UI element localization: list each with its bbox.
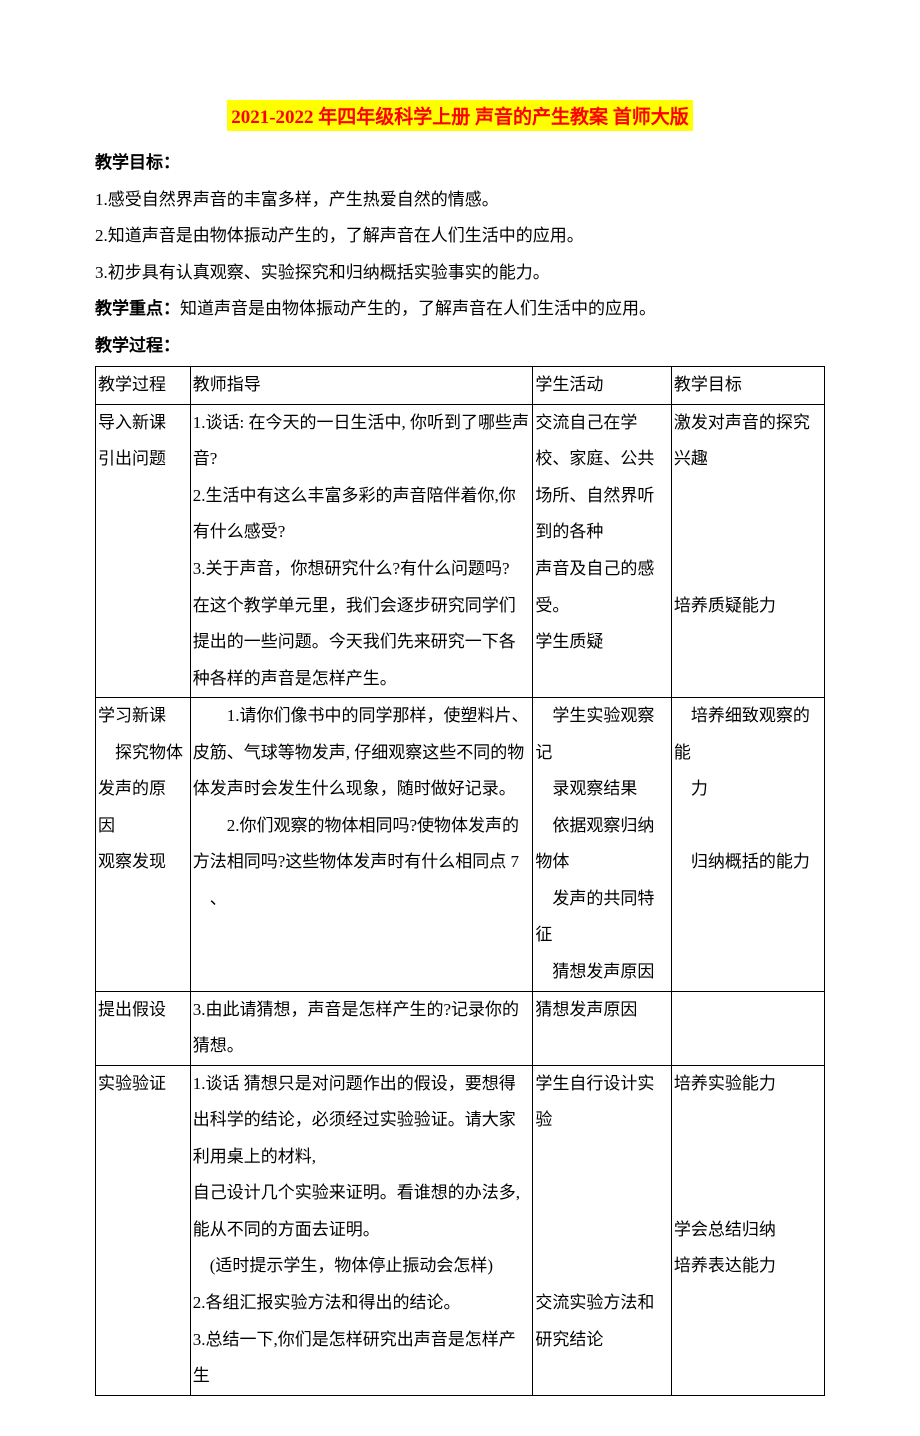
objective-1: 1.感受自然界声音的丰富多样，产生热爱自然的情感。: [95, 182, 825, 219]
objectives-label: 教学目标：: [95, 153, 180, 172]
cell-goal: 培养细致观察的能 力 归纳概括的能力: [671, 698, 824, 991]
header-guidance: 教师指导: [190, 367, 533, 405]
objective-2: 2.知道声音是由物体振动产生的，了解声音在人们生活中的应用。: [95, 218, 825, 255]
lesson-table: 教学过程 教师指导 学生活动 教学目标 导入新课引出问题 1.谈话: 在今天的一…: [95, 366, 825, 1395]
document-page: 2021-2022 年四年级科学上册 声音的产生教案 首师大版 教学目标： 1.…: [0, 0, 920, 1436]
cell-process: 提出假设: [96, 991, 191, 1065]
process-section: 教学过程：: [95, 328, 825, 365]
keypoint-text: 知道声音是由物体振动产生的，了解声音在人们生活中的应用。: [180, 299, 656, 318]
document-title: 2021-2022 年四年级科学上册 声音的产生教案 首师大版: [227, 100, 693, 131]
keypoint-label: 教学重点：: [95, 299, 180, 318]
cell-process: 实验验证: [96, 1065, 191, 1395]
cell-activity: 猜想发声原因: [533, 991, 672, 1065]
cell-goal: [671, 991, 824, 1065]
header-goal: 教学目标: [671, 367, 824, 405]
process-label: 教学过程：: [95, 336, 180, 355]
cell-activity: 交流自己在学校、家庭、公共场所、自然界听到的各种声音及自己的感受。学生质疑: [533, 404, 672, 697]
cell-guidance: 1.请你们像书中的同学那样，使塑料片、皮筋、气球等物发声, 仔细观察这些不同的物…: [190, 698, 533, 991]
table-row: 实验验证 1.谈话 猜想只是对问题作出的假设，要想得出科学的结论，必须经过实验验…: [96, 1065, 825, 1395]
table-row: 导入新课引出问题 1.谈话: 在今天的一日生活中, 你听到了哪些声音?2.生活中…: [96, 404, 825, 697]
table-row: 学习新课 探究物体发声的原因观察发现 1.请你们像书中的同学那样，使塑料片、皮筋…: [96, 698, 825, 991]
keypoint-section: 教学重点：知道声音是由物体振动产生的，了解声音在人们生活中的应用。: [95, 291, 825, 328]
cell-goal: 培养实验能力 学会总结归纳培养表达能力: [671, 1065, 824, 1395]
table-row: 提出假设 3.由此请猜想，声音是怎样产生的?记录你的猜想。 猜想发声原因: [96, 991, 825, 1065]
cell-goal: 激发对声音的探究兴趣 培养质疑能力: [671, 404, 824, 697]
table-header-row: 教学过程 教师指导 学生活动 教学目标: [96, 367, 825, 405]
objectives-section: 教学目标：: [95, 145, 825, 182]
title-wrapper: 2021-2022 年四年级科学上册 声音的产生教案 首师大版: [95, 100, 825, 131]
cell-guidance: 1.谈话 猜想只是对问题作出的假设，要想得出科学的结论，必须经过实验验证。请大家…: [190, 1065, 533, 1395]
header-process: 教学过程: [96, 367, 191, 405]
cell-guidance: 1.谈话: 在今天的一日生活中, 你听到了哪些声音?2.生活中有这么丰富多彩的声…: [190, 404, 533, 697]
cell-process: 导入新课引出问题: [96, 404, 191, 697]
objective-3: 3.初步具有认真观察、实验探究和归纳概括实验事实的能力。: [95, 255, 825, 292]
cell-process: 学习新课 探究物体发声的原因观察发现: [96, 698, 191, 991]
header-activity: 学生活动: [533, 367, 672, 405]
cell-activity: 学生实验观察记 录观察结果 依据观察归纳物体 发声的共同特征 猜想发声原因: [533, 698, 672, 991]
cell-guidance: 3.由此请猜想，声音是怎样产生的?记录你的猜想。: [190, 991, 533, 1065]
cell-activity: 学生自行设计实验 交流实验方法和研究结论: [533, 1065, 672, 1395]
